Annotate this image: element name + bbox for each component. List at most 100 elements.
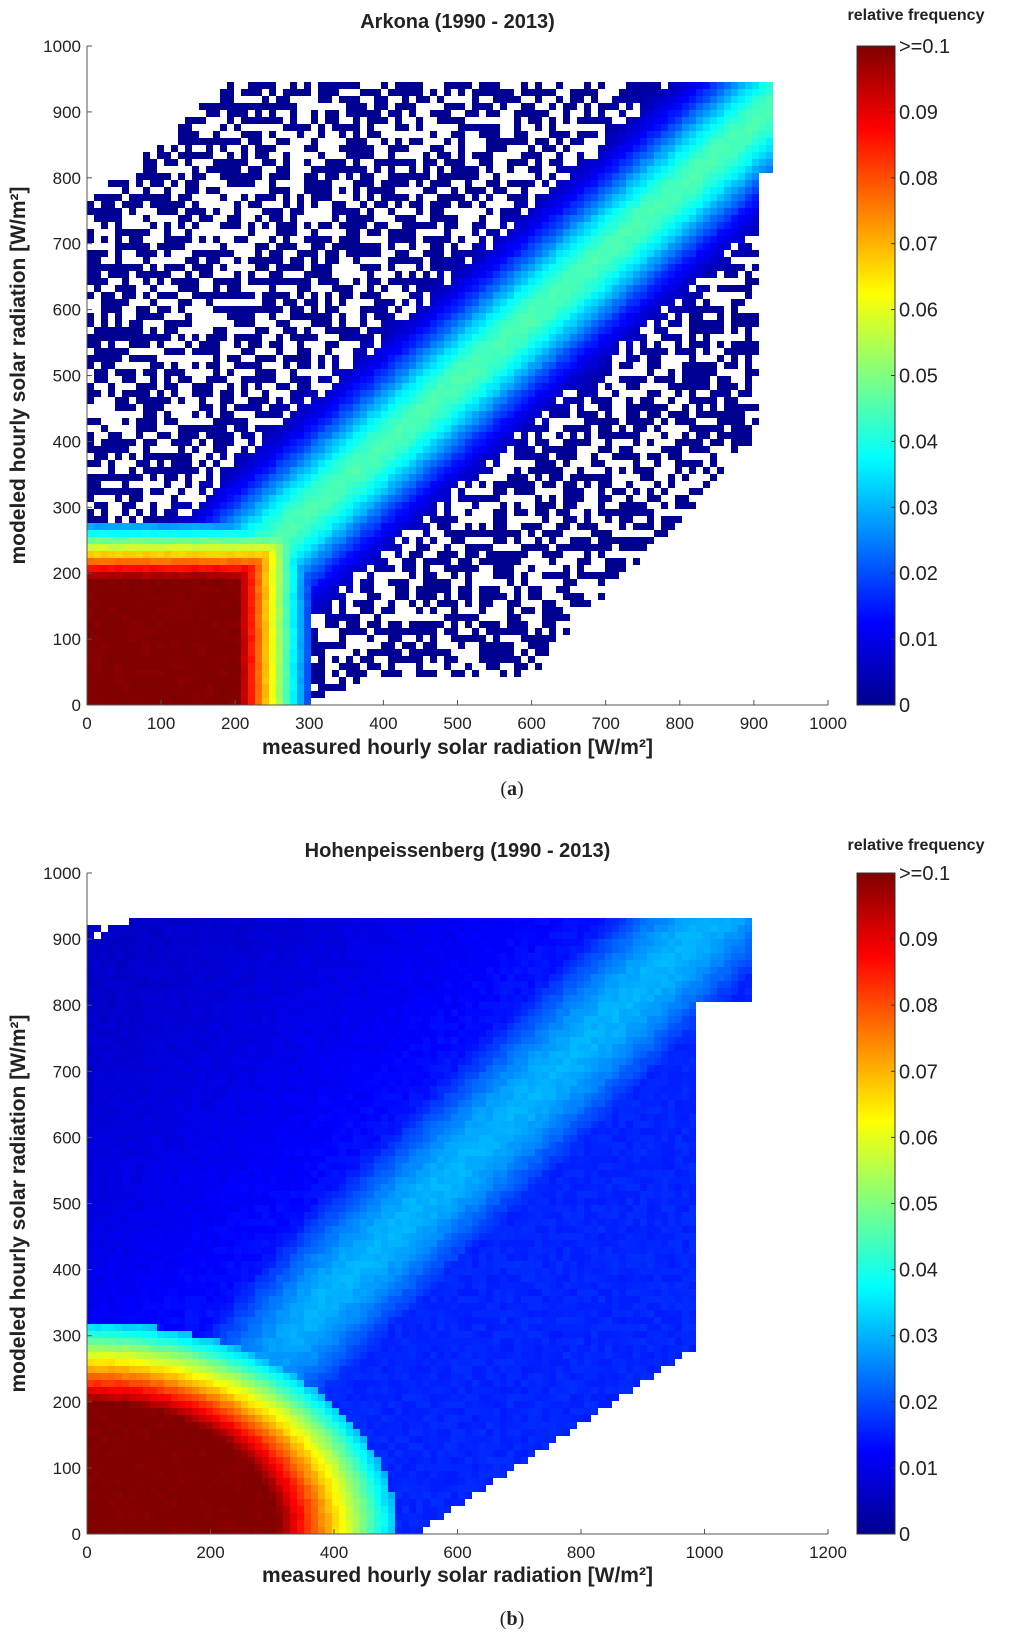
heatmap-cell (402, 299, 409, 306)
heatmap-cell (297, 404, 304, 411)
heatmap-cell (185, 138, 192, 145)
heatmap-cell (619, 299, 626, 306)
heatmap-cell (500, 558, 507, 565)
heatmap-cell (136, 383, 143, 390)
heatmap-cell (101, 530, 108, 537)
heatmap-cell (297, 586, 304, 593)
heatmap-cell (682, 222, 689, 229)
heatmap-cell (157, 523, 164, 530)
heatmap-cell (297, 390, 304, 397)
heatmap-cell (325, 614, 332, 621)
heatmap-cell (409, 460, 416, 467)
heatmap-cell (234, 236, 241, 243)
heatmap-cell (206, 138, 213, 145)
heatmap-cell (416, 537, 423, 544)
heatmap-cell (430, 502, 437, 509)
heatmap-cell (206, 614, 213, 621)
heatmap-cell (598, 327, 605, 334)
heatmap-cell (682, 187, 689, 194)
heatmap-cell (381, 670, 388, 677)
heatmap-cell (633, 159, 640, 166)
heatmap-cell (276, 684, 283, 691)
heatmap-cell (647, 516, 654, 523)
heatmap-cell (178, 278, 185, 285)
heatmap-cell (339, 439, 346, 446)
heatmap-cell (395, 432, 402, 439)
heatmap-cell (549, 334, 556, 341)
heatmap-cell (269, 565, 276, 572)
heatmap-cell (563, 495, 570, 502)
heatmap-cell (507, 313, 514, 320)
heatmap-cell (738, 432, 745, 439)
heatmap-cell (185, 642, 192, 649)
heatmap-cell (360, 425, 367, 432)
heatmap-cell (738, 229, 745, 236)
heatmap-cell (101, 215, 108, 222)
heatmap-cell (717, 194, 724, 201)
heatmap-cell (647, 348, 654, 355)
heatmap-cell (129, 285, 136, 292)
heatmap-cell (269, 313, 276, 320)
heatmap-cell (668, 243, 675, 250)
heatmap-cell (164, 229, 171, 236)
heatmap-cell (752, 152, 759, 159)
heatmap-cell (150, 691, 157, 698)
heatmap-cell (157, 460, 164, 467)
heatmap-cell (150, 579, 157, 586)
heatmap-cell (367, 649, 374, 656)
heatmap-cell (465, 285, 472, 292)
heatmap-cell (136, 649, 143, 656)
heatmap-cell (157, 579, 164, 586)
heatmap-cell (535, 236, 542, 243)
heatmap-cell (402, 390, 409, 397)
heatmap-cell (234, 222, 241, 229)
heatmap-cell (304, 159, 311, 166)
heatmap-cell (724, 187, 731, 194)
heatmap-cell (500, 271, 507, 278)
heatmap-cell (325, 558, 332, 565)
heatmap-cell (689, 327, 696, 334)
heatmap-cell (381, 411, 388, 418)
heatmap-cell (136, 271, 143, 278)
heatmap-cell (388, 509, 395, 516)
heatmap-cell (402, 425, 409, 432)
heatmap-cell (192, 173, 199, 180)
heatmap-cell (185, 180, 192, 187)
heatmap-cell (724, 159, 731, 166)
heatmap-cell (101, 691, 108, 698)
heatmap-cell (430, 299, 437, 306)
heatmap-cell (94, 635, 101, 642)
heatmap-cell (584, 243, 591, 250)
heatmap-cell (115, 691, 122, 698)
heatmap-cell (430, 656, 437, 663)
heatmap-cell (171, 523, 178, 530)
heatmap-cell (717, 145, 724, 152)
heatmap-cell (290, 215, 297, 222)
heatmap-cell (451, 411, 458, 418)
heatmap-cell (395, 656, 402, 663)
heatmap-cell (101, 600, 108, 607)
heatmap-cell (332, 173, 339, 180)
heatmap-cell (486, 544, 493, 551)
heatmap-cell (101, 551, 108, 558)
heatmap-cell (633, 243, 640, 250)
heatmap-cell (269, 376, 276, 383)
heatmap-cell (360, 481, 367, 488)
heatmap-cell (514, 586, 521, 593)
heatmap-cell (311, 390, 318, 397)
heatmap-cell (129, 593, 136, 600)
heatmap-cell (570, 229, 577, 236)
heatmap-cell (374, 201, 381, 208)
heatmap-cell (500, 306, 507, 313)
heatmap-cell (598, 572, 605, 579)
heatmap-cell (472, 355, 479, 362)
heatmap-cell (402, 453, 409, 460)
heatmap-cell (115, 621, 122, 628)
heatmap-cell (395, 327, 402, 334)
heatmap-cell (451, 607, 458, 614)
heatmap-cell (626, 355, 633, 362)
heatmap-cell (332, 481, 339, 488)
heatmap-cell (479, 530, 486, 537)
heatmap-cell (241, 460, 248, 467)
heatmap-cell (451, 327, 458, 334)
